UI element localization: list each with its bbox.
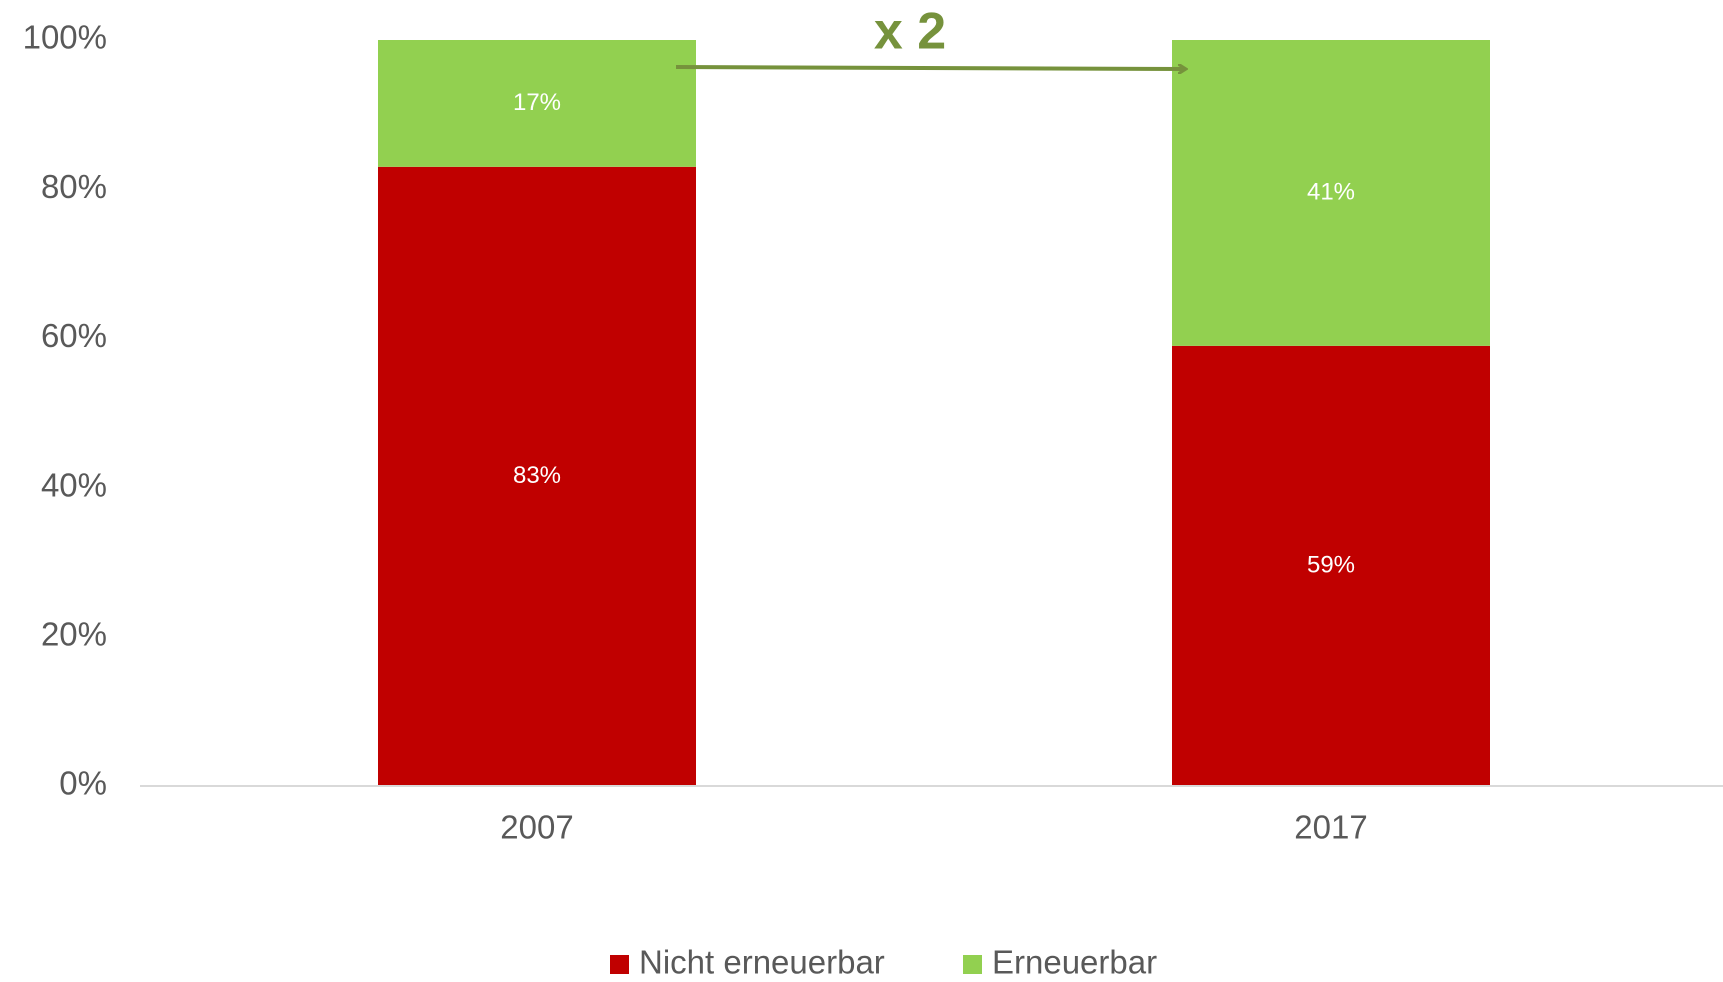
y-tick-label: 20% xyxy=(41,616,107,653)
data-label: 17% xyxy=(513,89,561,116)
y-tick-label: 40% xyxy=(41,466,107,503)
y-tick-label: 100% xyxy=(23,19,107,56)
arrow xyxy=(675,67,1185,69)
bar-segment xyxy=(1172,345,1490,786)
legend-swatch xyxy=(610,955,629,974)
annotation: x 2 xyxy=(874,3,946,61)
y-tick-label: 0% xyxy=(59,765,107,802)
bar-segment xyxy=(1172,40,1490,346)
y-tick-label: 60% xyxy=(41,317,107,354)
bar-segment xyxy=(378,40,696,167)
bar-segment xyxy=(378,166,696,786)
legend-label: Nicht erneuerbar xyxy=(639,944,885,981)
data-label: 59% xyxy=(1307,551,1355,578)
legend-label: Erneuerbar xyxy=(992,944,1157,981)
x-tick-label: 2007 xyxy=(500,809,573,846)
y-tick-label: 80% xyxy=(41,168,107,205)
data-label: 41% xyxy=(1307,178,1355,205)
legend-swatch xyxy=(963,955,982,974)
data-label: 83% xyxy=(513,462,561,489)
x-tick-label: 2017 xyxy=(1294,809,1367,846)
